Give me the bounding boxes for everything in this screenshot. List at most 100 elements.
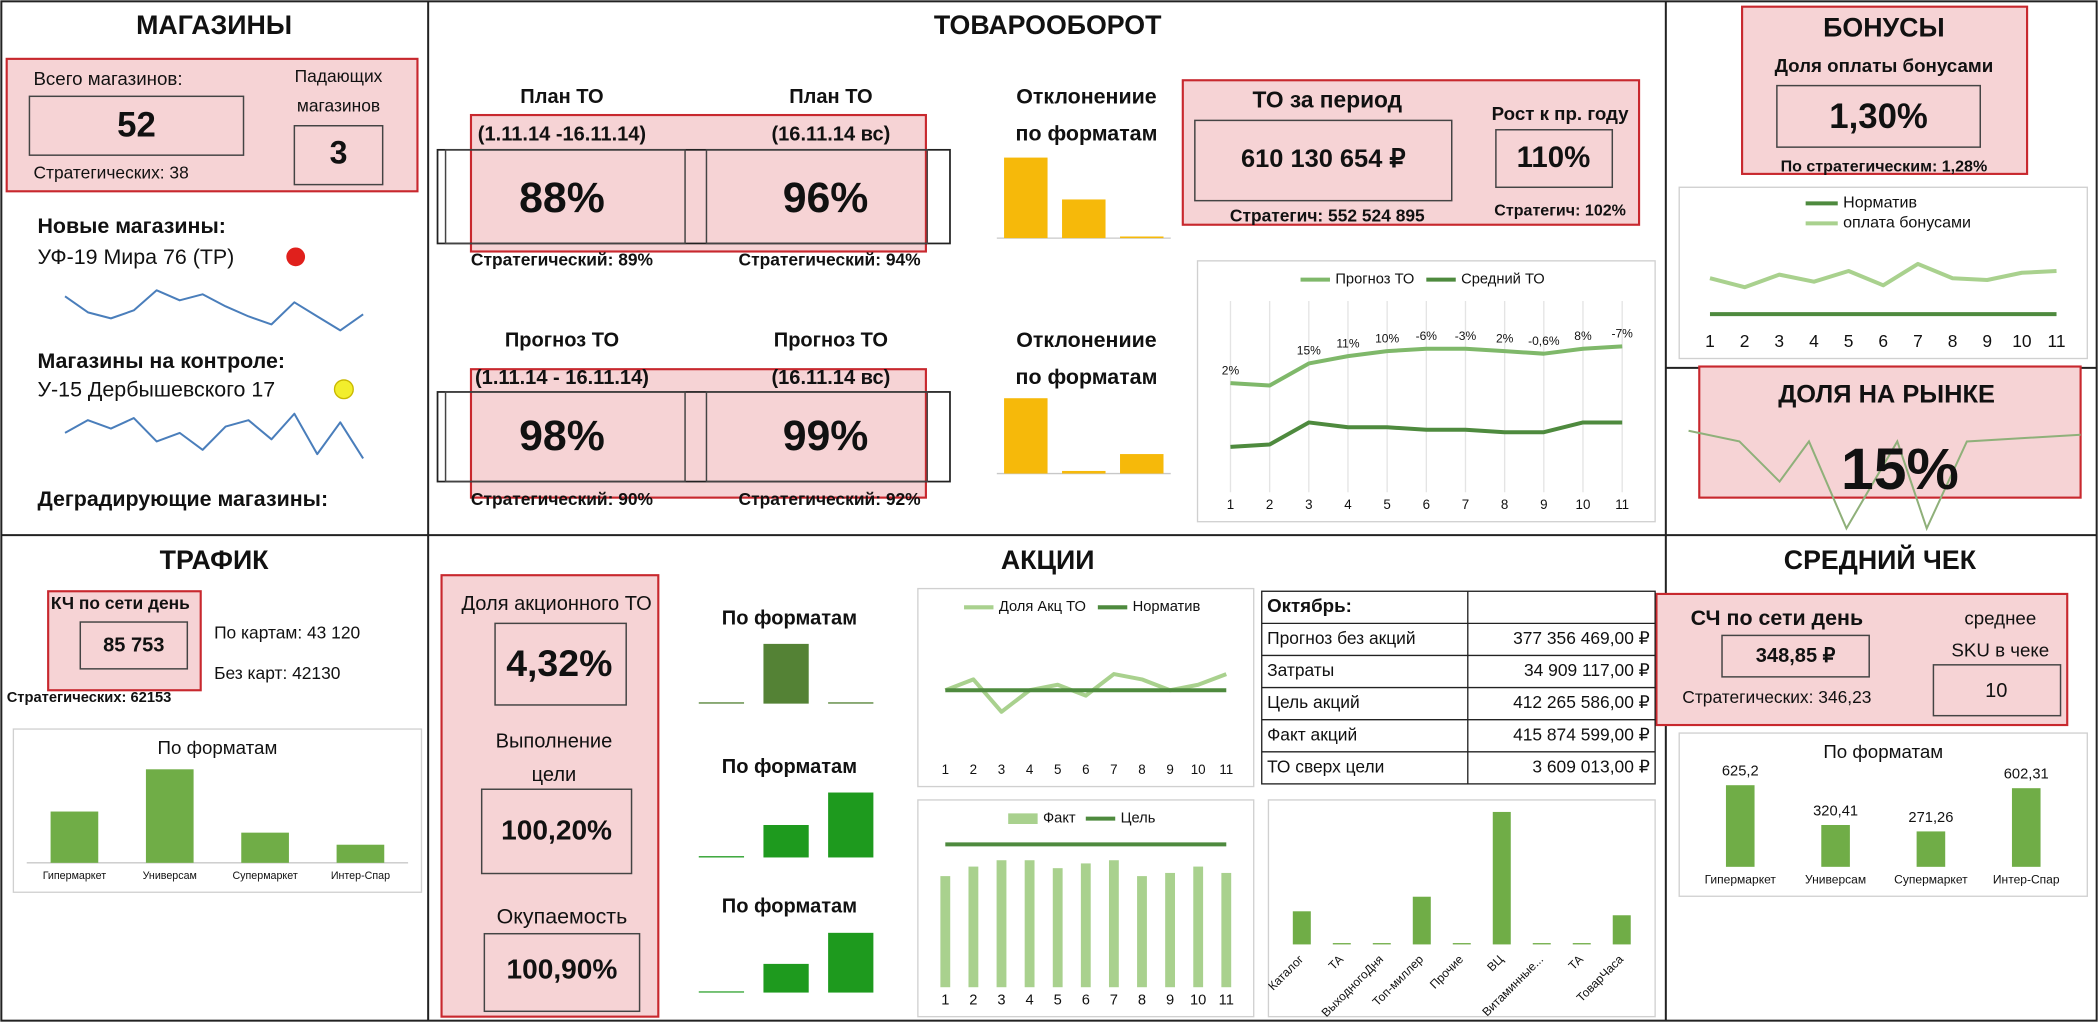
point-label: 8% [1574,329,1592,343]
point-label: -0,6% [1528,334,1560,348]
kpi-value: 10 [1985,680,2007,702]
bar [1572,943,1591,945]
x-tick-label: 2 [969,992,977,1008]
label: цели [532,764,577,786]
label: Стратегический: 89% [471,249,653,269]
point-label: -3% [1455,329,1477,343]
bar [828,792,874,858]
x-tick-label: 2 [970,762,977,777]
table-header: Октябрь: [1267,595,1352,616]
kpi-value: 98% [519,412,605,460]
chart-title: По форматам [722,895,857,917]
x-tick-label: 8 [1138,762,1145,777]
x-tick-label: 5 [1844,331,1854,351]
x-tick-label: 6 [1423,497,1430,512]
table-cell: Факт акций [1267,724,1357,744]
label: Стратегический: 90% [471,489,653,509]
bar [1372,943,1391,945]
chart-frame [1267,799,1656,1018]
label: Отклонениие [1016,328,1157,352]
label: Новые магазины: [37,214,225,238]
label: Деградирующие магазины: [37,487,328,511]
label: (1.11.14 - 16.11.14) [475,367,649,389]
point-label: -7% [1611,326,1633,340]
kpi-value: 15% [1841,437,1959,502]
x-tick-label: 3 [1774,331,1784,351]
legend-label: Норматив [1133,599,1201,615]
chart-frame [12,728,423,893]
bar [1821,824,1850,867]
x-tick-label: 6 [1082,992,1090,1008]
label: (16.11.14 вс) [771,123,890,145]
panel-title: СРЕДНИЙ ЧЕК [1784,544,1977,575]
value-label: 271,26 [1908,810,1953,826]
panel-title: ТОВАРООБОРОТ [934,10,1162,40]
x-tick-label: Универсам [1805,872,1866,886]
bar [50,811,99,863]
bar [2011,788,2041,867]
bar [1332,943,1351,945]
value-box [79,621,189,670]
x-tick-label: 4 [1344,497,1352,512]
legend-label: Факт [1043,811,1076,827]
label: Окупаемость [497,904,628,928]
value-box [705,391,928,483]
label: Падающих [295,66,383,86]
label: Стратегический: 94% [739,249,921,269]
bar [763,643,809,704]
x-tick-label: 2 [1266,497,1273,512]
bar [241,832,289,863]
bar [1120,236,1164,239]
bar [698,991,745,993]
label: ТО за период [1253,87,1403,113]
label: Стратегич: 102% [1494,202,1626,220]
bar [1004,157,1048,239]
bar [1024,860,1035,988]
bar [1612,915,1631,945]
x-tick-label: 1 [941,992,949,1008]
label: Без карт: 42130 [214,663,340,683]
x-tick-label: 1 [1227,497,1234,512]
label: Прогноз ТО [505,329,619,351]
bar [145,769,194,863]
label: среднее [1964,607,2036,628]
kpi-value: 4,32% [506,642,612,684]
value-box [293,125,384,186]
point-label: 15% [1297,344,1321,358]
x-tick-label: Интер-Спар [1993,872,2060,886]
legend-label: Цель [1121,811,1156,827]
bar [1916,831,1946,867]
value-box [28,95,245,156]
x-tick-label: 8 [1501,497,1508,512]
kpi-value: 3 [330,135,348,171]
x-tick-label: 10 [2012,331,2031,351]
x-tick-label: 4 [1809,331,1819,351]
x-tick-label: 10 [1576,497,1591,512]
value-label: 625,2 [1722,764,1759,780]
chart-frame [1678,732,2088,897]
bar [1452,943,1471,945]
point-label: -6% [1416,329,1438,343]
x-tick-label: 3 [1305,497,1312,512]
bar [1725,785,1755,867]
x-tick-label: 11 [2048,331,2066,351]
bar [1532,943,1551,945]
bar [1004,398,1048,474]
x-tick-label: 5 [1054,992,1062,1008]
kpi-value: 85 753 [103,634,164,656]
bar [1120,454,1164,474]
chart-frame [1196,260,1656,523]
label: План ТО [520,86,603,108]
value-box [480,788,633,875]
x-tick-label: 5 [1383,497,1390,512]
bar [1137,876,1147,988]
kpi-value: 99% [783,412,869,460]
label: У-15 Дербышевского 17 [37,377,275,401]
label: Рост к пр. году [1492,103,1630,124]
point-label: 11% [1336,336,1359,350]
label: Доля оплаты бонусами [1775,55,1994,76]
chart-title: По форматам [722,756,857,778]
value-box [444,149,686,245]
bar [1052,868,1063,988]
